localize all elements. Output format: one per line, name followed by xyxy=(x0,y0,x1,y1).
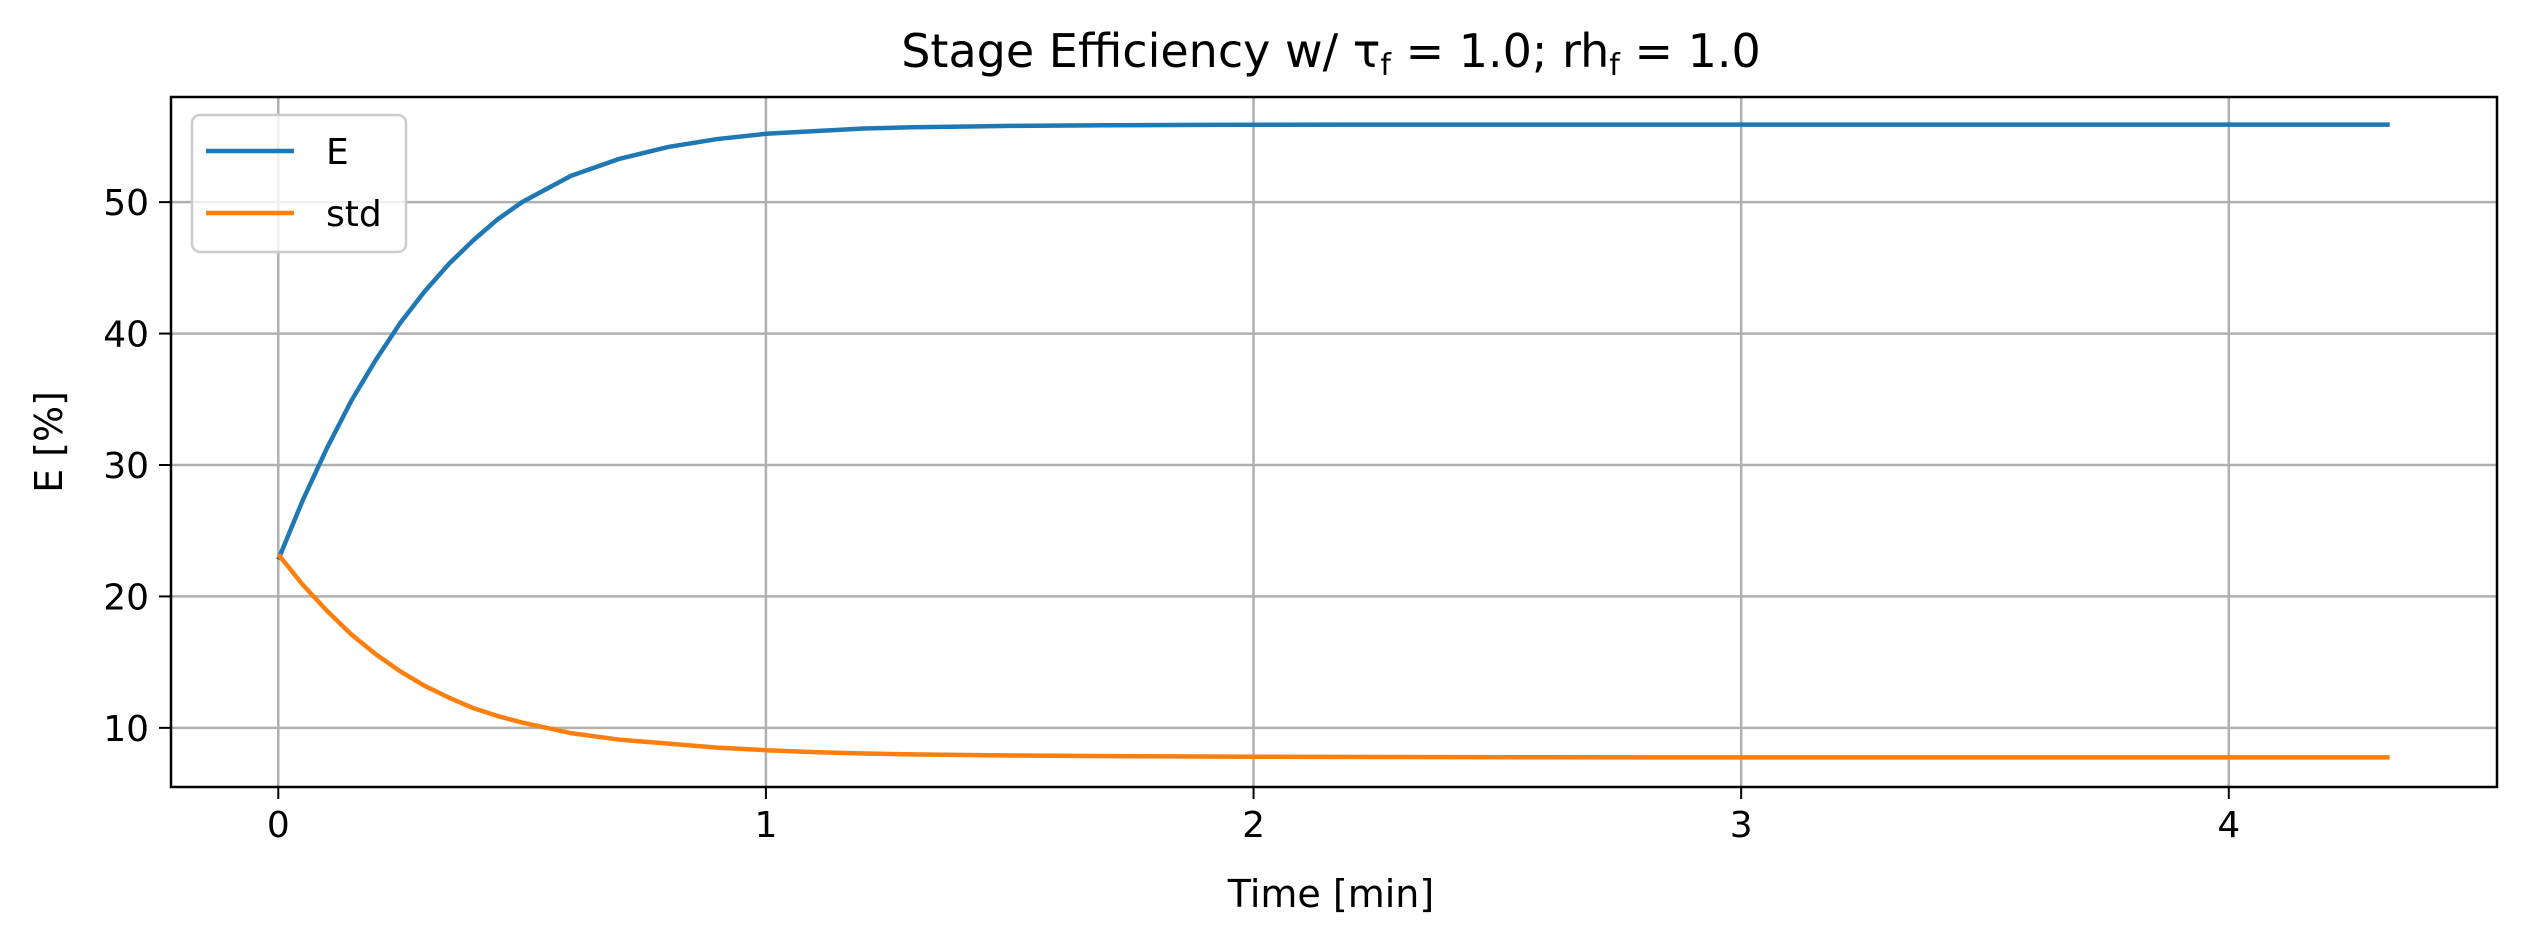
series-line-e xyxy=(276,122,2390,561)
series-lines xyxy=(276,122,2390,760)
legend-label-e: E xyxy=(326,132,349,173)
y-tick-label: 50 xyxy=(103,183,149,224)
grid-lines xyxy=(171,97,2497,787)
x-tick-label: 4 xyxy=(2217,805,2240,846)
x-axis-label: Time [min] xyxy=(1227,872,1434,916)
series-line-std xyxy=(276,552,2390,760)
x-tick-label: 2 xyxy=(1242,805,1265,846)
legend-label-std: std xyxy=(326,194,382,235)
chart-title: Stage Efficiency w/ τf = 1.0; rhf = 1.0 xyxy=(901,24,1761,83)
y-tick-label: 20 xyxy=(103,577,149,618)
y-tick-label: 40 xyxy=(103,315,149,356)
plot-frame xyxy=(169,95,2499,789)
x-tick-label: 0 xyxy=(267,805,290,846)
y-axis-label: E [%] xyxy=(27,391,71,493)
y-tick-label: 30 xyxy=(103,446,149,487)
y-tick-label: 10 xyxy=(103,709,149,750)
axis-ticks: 0 1 2 3 4 10 20 30 40 50 xyxy=(103,183,2240,846)
x-tick-label: 1 xyxy=(754,805,777,846)
x-tick-label: 3 xyxy=(1730,805,1753,846)
legend: E std xyxy=(190,113,408,254)
